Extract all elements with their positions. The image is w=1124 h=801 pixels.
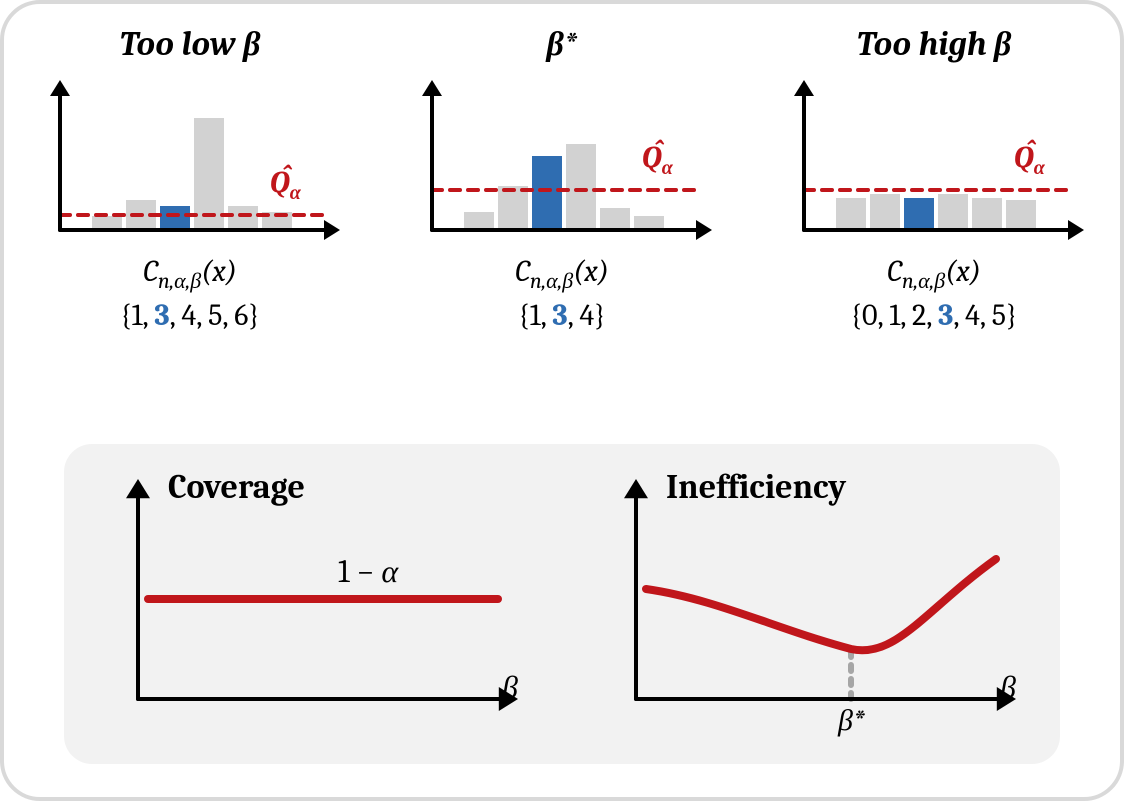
inefficiency-title: Inefficiency — [666, 467, 846, 507]
inefficiency-svg — [596, 469, 1026, 739]
coverage-svg — [98, 469, 528, 739]
prediction-set: {1, 3, 4, 5, 6} — [120, 298, 260, 333]
top-panel-0: Too low β Q̂α Cn,α,β(x) {1, 3, 4, 5, 6} — [20, 24, 360, 333]
panel-title: Too low β — [119, 24, 260, 64]
quantile-label: Q̂α — [1014, 140, 1045, 180]
bar-chart: Q̂α — [774, 70, 1094, 250]
figure-panel: Too low β Q̂α Cn,α,β(x) {1, 3, 4, 5, 6} β* Q̂… — [0, 0, 1124, 801]
c-function-label: Cn,α,β(x) — [887, 254, 981, 294]
prediction-set: {1, 3, 4} — [518, 298, 606, 333]
panel-title: β* — [547, 24, 578, 64]
top-panel-2: Too high β Q̂α Cn,α,β(x) {0, 1, 2, 3, 4, 5} — [764, 24, 1104, 333]
prediction-set: {0, 1, 2, 3, 4, 5} — [850, 298, 1017, 333]
panel-title: Too high β — [857, 24, 1012, 64]
c-function-label: Cn,α,β(x) — [515, 254, 609, 294]
coverage-beta-label: β — [502, 669, 518, 706]
quantile-label: Q̂α — [642, 140, 673, 180]
coverage-title: Coverage — [168, 467, 305, 507]
top-row: Too low β Q̂α Cn,α,β(x) {1, 3, 4, 5, 6} β* Q̂… — [4, 24, 1120, 333]
bottom-panel: Coverage 1 − α β Inefficiency β β* — [64, 444, 1060, 764]
inefficiency-chart: Inefficiency β β* — [596, 469, 1026, 739]
quantile-label: Q̂α — [270, 165, 301, 205]
c-function-label: Cn,α,β(x) — [143, 254, 237, 294]
coverage-chart: Coverage 1 − α β — [98, 469, 528, 739]
beta-star-label: β* — [838, 703, 865, 738]
top-panel-1: β* Q̂α Cn,α,β(x) {1, 3, 4} — [392, 24, 732, 333]
one-minus-alpha-label: 1 − α — [338, 553, 398, 590]
bar-chart: Q̂α — [402, 70, 722, 250]
inefficiency-beta-label: β — [1000, 669, 1016, 706]
bar-chart: Q̂α — [30, 70, 350, 250]
